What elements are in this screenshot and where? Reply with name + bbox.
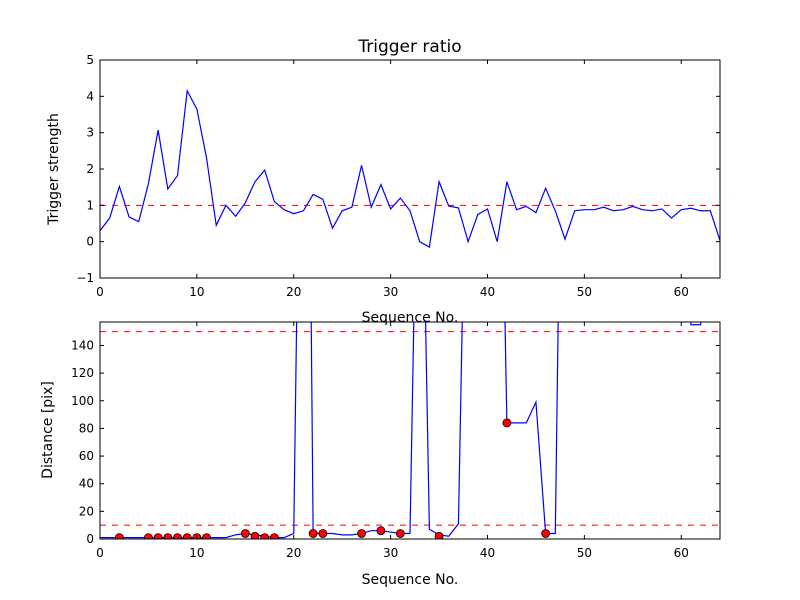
x-tick-label: 60 <box>674 285 689 299</box>
x-tick-label: 40 <box>480 285 495 299</box>
y-tick-label: 0 <box>86 532 94 546</box>
y-tick-label: 100 <box>71 394 94 408</box>
x-tick-label: 20 <box>286 546 301 560</box>
y-tick-label: 20 <box>79 504 94 518</box>
y-tick-label: 40 <box>79 477 94 491</box>
data-point-marker <box>114 533 124 539</box>
y-tick-label: 3 <box>86 126 94 140</box>
data-point-marker <box>395 529 405 538</box>
y-tick-labels: 0 20 40 60 80 100 120 140 <box>71 338 720 546</box>
data-point-marker <box>260 533 270 539</box>
data-point-marker <box>318 529 328 538</box>
x-tick-label: 10 <box>189 546 204 560</box>
x-tick-label: 10 <box>189 285 204 299</box>
plot-content <box>100 322 720 539</box>
series-line-segment <box>504 322 559 535</box>
y-tick-labels: −1 0 1 2 3 4 5 <box>76 53 720 285</box>
y-axis-label: Trigger strength <box>46 113 62 226</box>
x-axis-label: Sequence No. <box>362 310 459 326</box>
x-tick-label: 60 <box>674 546 689 560</box>
series-line-segment <box>310 322 415 536</box>
data-point-marker <box>250 531 260 539</box>
y-tick-label: 140 <box>71 338 94 352</box>
data-point-marker <box>182 533 192 539</box>
x-tick-labels: 0 10 20 30 40 50 60 <box>96 322 689 560</box>
y-tick-label: 80 <box>79 421 94 435</box>
series-line <box>100 88 720 249</box>
x-axis-label: Sequence No. <box>362 572 459 588</box>
y-tick-label: 120 <box>71 366 94 380</box>
plot-content <box>100 88 720 249</box>
x-tick-label: 40 <box>480 546 495 560</box>
y-tick-label: 1 <box>86 198 94 212</box>
data-point-marker <box>357 529 366 538</box>
data-point-marker <box>308 529 318 538</box>
axes-frame <box>99 59 721 279</box>
x-tick-label: 50 <box>577 546 592 560</box>
y-tick-label: −1 <box>76 271 94 285</box>
series-line-segment <box>690 322 702 326</box>
y-tick-label: 4 <box>86 89 94 103</box>
x-tick-label: 30 <box>383 546 398 560</box>
x-tick-label: 0 <box>96 285 104 299</box>
data-point-marker <box>163 533 173 539</box>
data-point-marker <box>376 526 386 536</box>
data-point-marker <box>202 533 211 539</box>
chart-title: Trigger ratio <box>357 37 461 57</box>
y-tick-label: 5 <box>86 53 94 67</box>
data-point-marker <box>541 529 551 538</box>
plot-area <box>100 322 720 539</box>
data-point-marker <box>269 533 279 539</box>
series-line-segment <box>424 322 463 537</box>
y-tick-label: 60 <box>79 449 94 463</box>
x-tick-label: 30 <box>383 285 398 299</box>
data-point-marker <box>434 531 444 539</box>
data-point-marker <box>502 418 512 428</box>
x-tick-labels: 0 10 20 30 40 50 60 <box>96 60 689 299</box>
axes-frame <box>99 321 721 540</box>
y-axis-label: Distance [pix] <box>40 381 56 479</box>
y-tick-label: 2 <box>86 162 94 176</box>
data-point-marker <box>144 533 153 539</box>
distance-chart: 0 10 20 30 40 50 60 0 20 40 60 80 100 120 140 Sequenc… <box>40 321 721 588</box>
plot-area <box>100 88 720 249</box>
x-tick-label: 0 <box>96 546 104 560</box>
data-point-marker <box>173 533 182 539</box>
x-tick-label: 50 <box>577 285 592 299</box>
data-point-marker <box>240 529 250 538</box>
data-point-marker <box>153 533 163 539</box>
series-line-segment <box>100 322 298 539</box>
x-tick-label: 20 <box>286 285 301 299</box>
y-tick-label: 0 <box>86 235 94 249</box>
